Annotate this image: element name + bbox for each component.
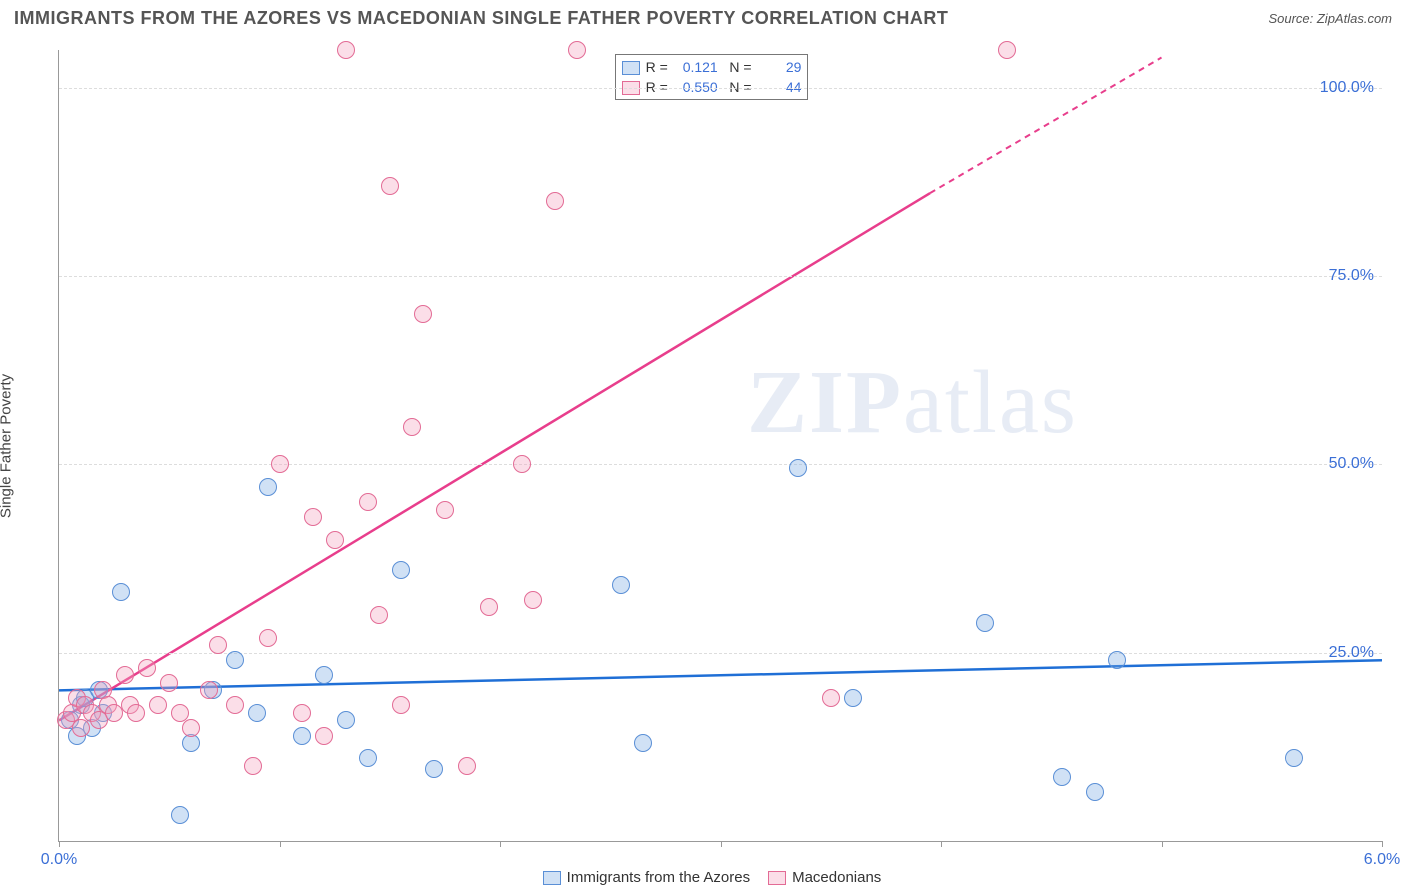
watermark-bold: ZIP [747,353,903,452]
x-tick [941,841,942,847]
data-point-macedonians [127,704,145,722]
data-point-azores [634,734,652,752]
data-point-macedonians [209,636,227,654]
y-tick-label: 75.0% [1329,267,1374,285]
trend-lines [59,50,1382,841]
data-point-macedonians [392,696,410,714]
data-point-macedonians [546,192,564,210]
data-point-azores [359,749,377,767]
data-point-azores [171,806,189,824]
data-point-macedonians [436,501,454,519]
data-point-macedonians [480,598,498,616]
data-point-azores [844,689,862,707]
legend-label-macedonians: Macedonians [792,869,881,886]
watermark: ZIPatlas [747,351,1078,454]
y-axis-label: Single Father Poverty [0,374,15,518]
data-point-macedonians [381,177,399,195]
data-point-macedonians [138,659,156,677]
data-point-macedonians [524,591,542,609]
title-bar: IMMIGRANTS FROM THE AZORES VS MACEDONIAN… [0,0,1406,33]
y-tick-label: 50.0% [1329,455,1374,473]
x-tick-label: 6.0% [1364,851,1400,869]
data-point-macedonians [271,455,289,473]
data-point-macedonians [822,689,840,707]
data-point-azores [226,651,244,669]
gridline-h [59,653,1382,654]
data-point-azores [315,666,333,684]
plot-area: ZIPatlas R = 0.121 N = 29R = 0.550 N = 4… [58,50,1382,842]
x-tick-label: 0.0% [41,851,77,869]
y-tick-label: 25.0% [1329,644,1374,662]
x-tick [721,841,722,847]
data-point-macedonians [370,606,388,624]
corr-row-azores: R = 0.121 N = 29 [622,57,802,77]
data-point-macedonians [259,629,277,647]
data-point-azores [1108,651,1126,669]
data-point-macedonians [304,508,322,526]
data-point-macedonians [414,305,432,323]
data-point-azores [1285,749,1303,767]
data-point-azores [392,561,410,579]
x-tick [59,841,60,847]
x-tick [1162,841,1163,847]
data-point-azores [425,760,443,778]
watermark-rest: atlas [903,353,1078,452]
legend-label-azores: Immigrants from the Azores [567,869,750,886]
data-point-macedonians [160,674,178,692]
data-point-macedonians [200,681,218,699]
data-point-azores [337,711,355,729]
data-point-macedonians [72,719,90,737]
data-point-azores [1086,783,1104,801]
chart-title: IMMIGRANTS FROM THE AZORES VS MACEDONIAN… [14,8,948,29]
data-point-macedonians [149,696,167,714]
data-point-macedonians [403,418,421,436]
data-point-macedonians [458,757,476,775]
chart-container: Single Father Poverty ZIPatlas R = 0.121… [14,40,1392,852]
x-tick [1382,841,1383,847]
gridline-h [59,88,1382,89]
data-point-macedonians [359,493,377,511]
data-point-azores [789,459,807,477]
data-point-macedonians [315,727,333,745]
legend-swatch-macedonians [768,871,786,885]
data-point-macedonians [337,41,355,59]
data-point-azores [976,614,994,632]
data-point-macedonians [226,696,244,714]
data-point-macedonians [998,41,1016,59]
gridline-h [59,464,1382,465]
data-point-macedonians [293,704,311,722]
y-tick-label: 100.0% [1320,79,1374,97]
data-point-azores [1053,768,1071,786]
series-legend: Immigrants from the Azores Macedonians [0,869,1406,886]
x-tick [280,841,281,847]
data-point-macedonians [326,531,344,549]
data-point-azores [112,583,130,601]
data-point-macedonians [116,666,134,684]
correlation-legend: R = 0.121 N = 29R = 0.550 N = 44 [615,54,809,100]
data-point-azores [612,576,630,594]
data-point-macedonians [568,41,586,59]
data-point-azores [248,704,266,722]
data-point-macedonians [513,455,531,473]
data-point-macedonians [244,757,262,775]
source-label: Source: ZipAtlas.com [1268,11,1392,26]
data-point-azores [259,478,277,496]
gridline-h [59,276,1382,277]
x-tick [500,841,501,847]
legend-swatch-azores [543,871,561,885]
data-point-macedonians [182,719,200,737]
data-point-azores [293,727,311,745]
